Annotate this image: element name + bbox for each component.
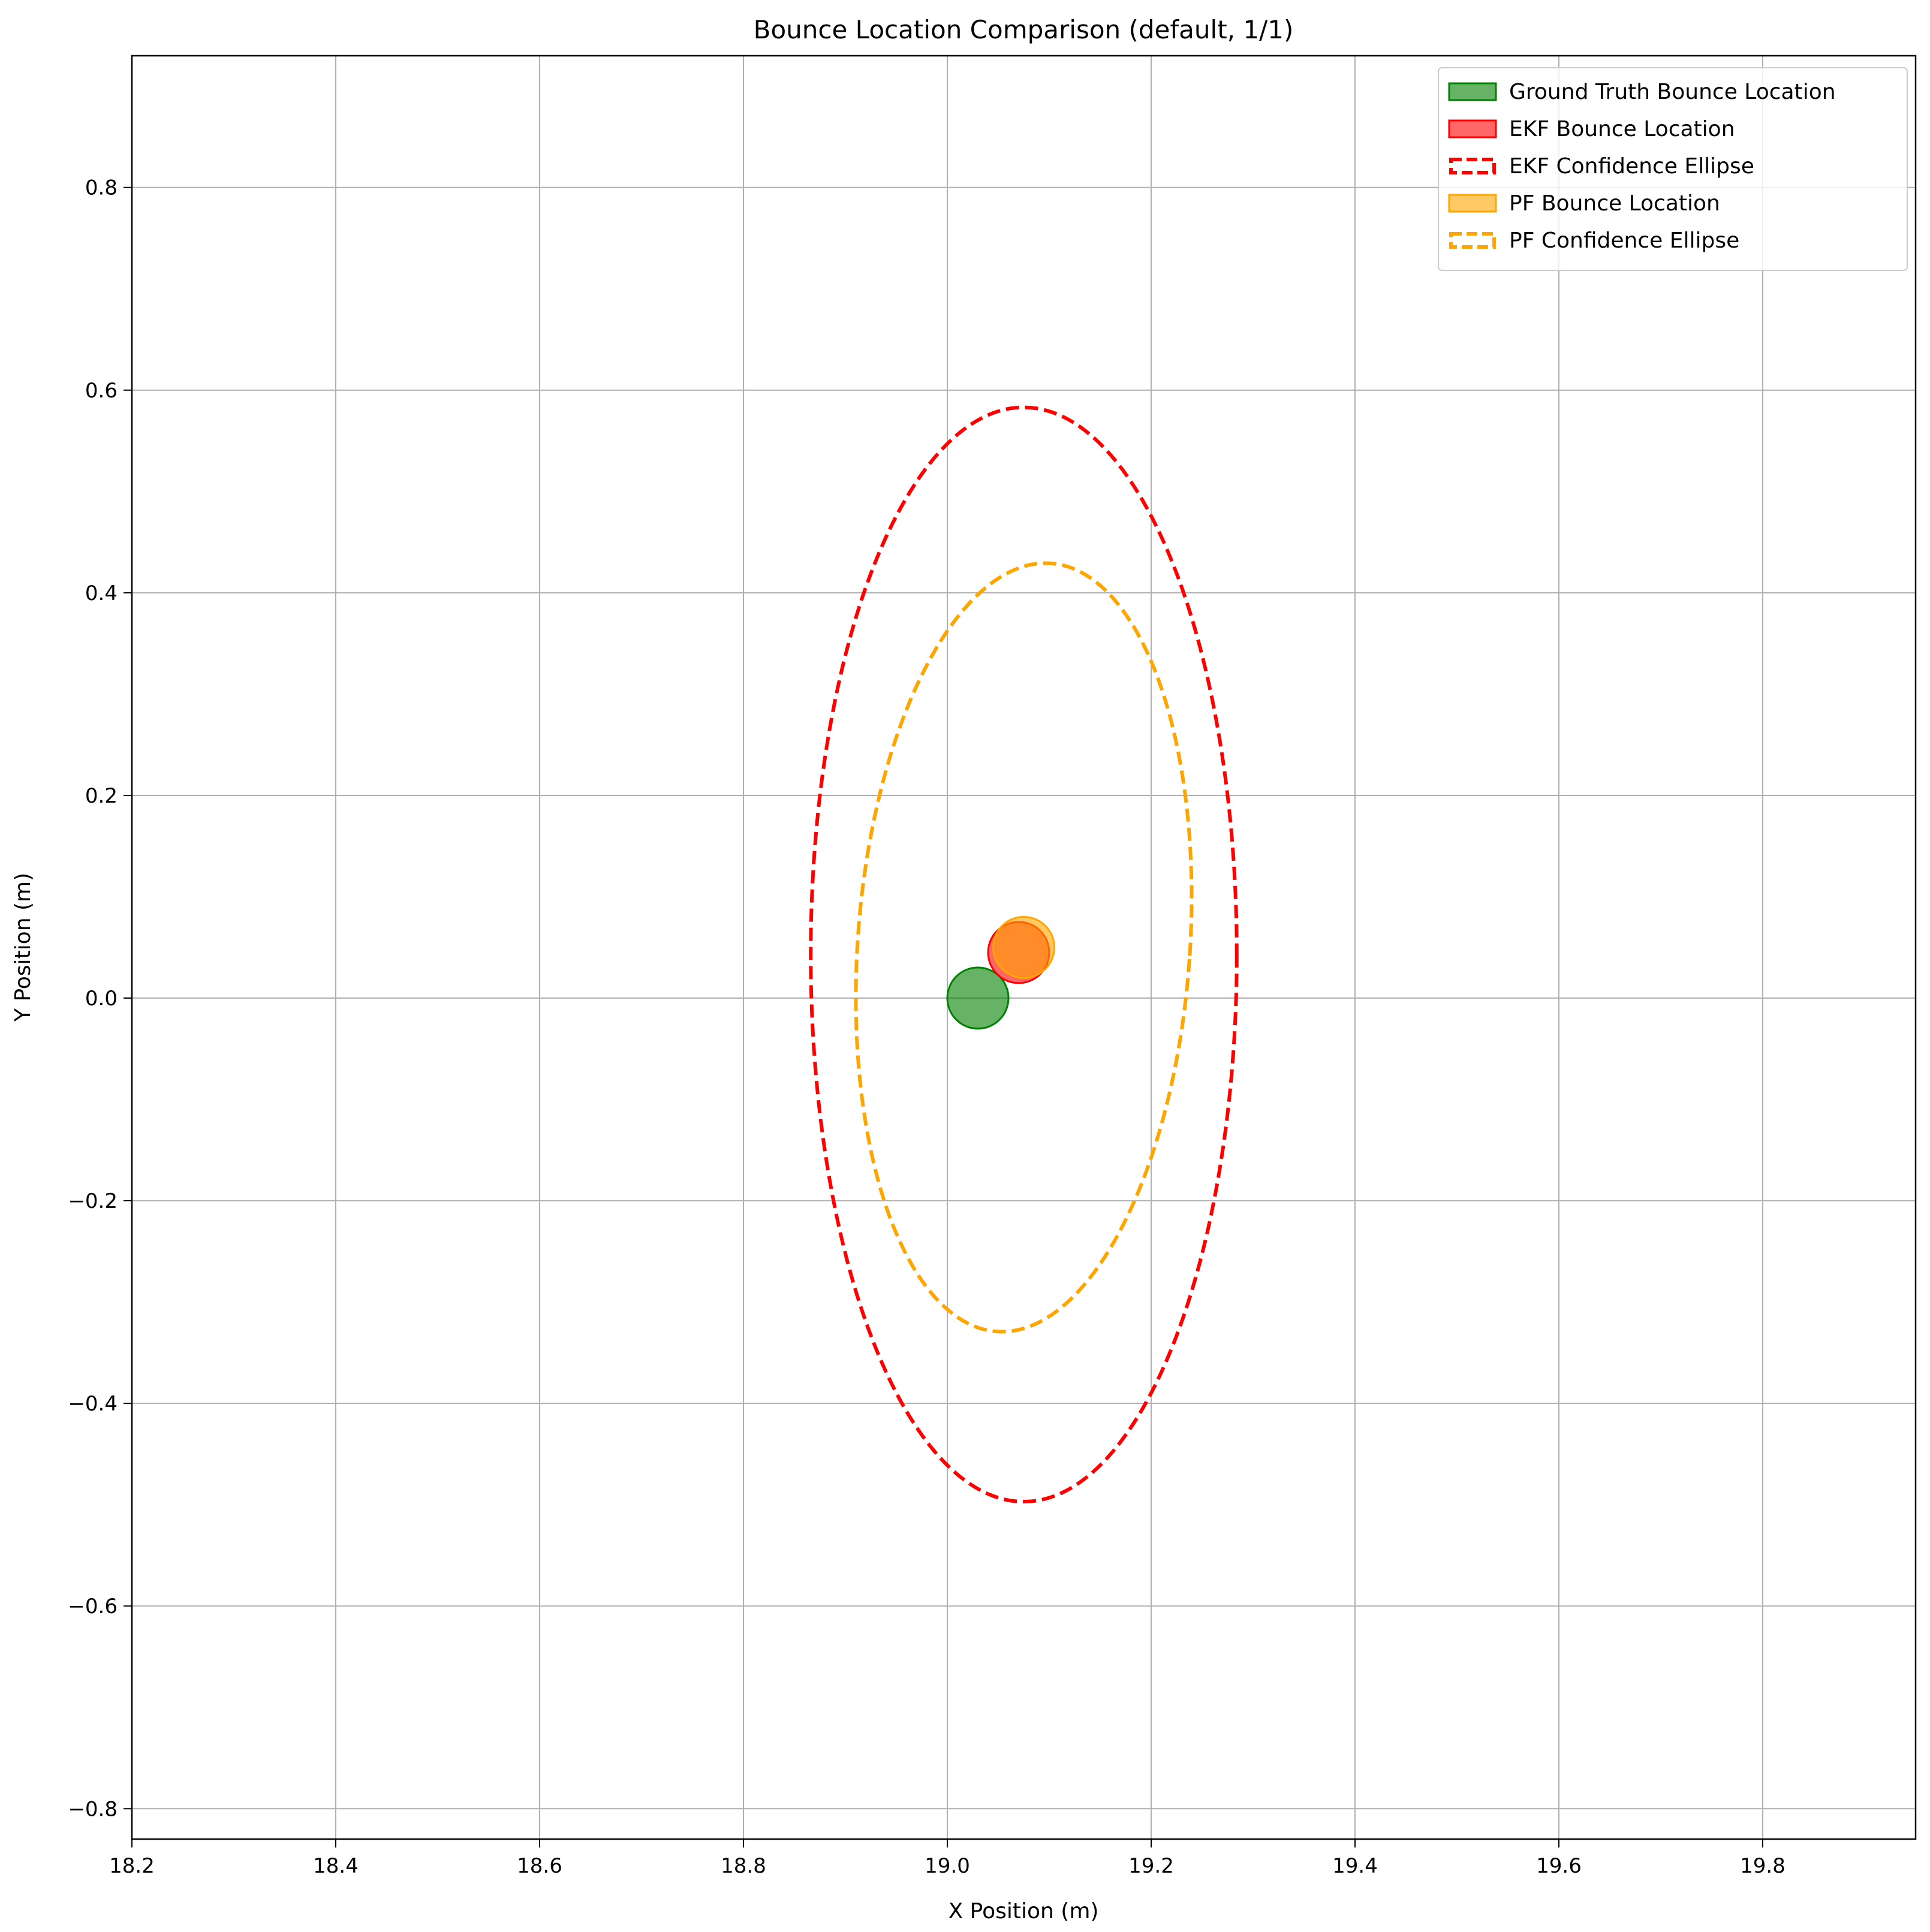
legend-swatch: [1449, 158, 1496, 174]
y-tick-label: −0.8: [68, 1797, 118, 1821]
legend-box: [1438, 67, 1908, 271]
ground-truth-bounce-point: [946, 966, 1010, 1030]
ekf-confidence-ellipse: [809, 405, 1239, 1504]
legend-label: Ground Truth Bounce Location: [1509, 80, 1836, 104]
y-tick-label: −0.4: [68, 1392, 118, 1416]
chart-title: Bounce Location Comparison (default, 1/1…: [754, 15, 1294, 44]
y-tick-label: −0.6: [68, 1595, 118, 1618]
y-tick-label: 0.2: [85, 784, 118, 808]
legend-label: PF Bounce Location: [1509, 191, 1720, 216]
legend: Ground Truth Bounce Location EKF Bounce L…: [1438, 67, 1908, 271]
x-tick-label: 19.0: [925, 1854, 970, 1878]
axes-frame: [131, 55, 1917, 1840]
legend-swatch: [1448, 194, 1497, 213]
legend-swatch: [1448, 119, 1497, 138]
x-tick-label: 19.6: [1536, 1854, 1582, 1878]
x-tick-label: 18.2: [109, 1854, 155, 1878]
grid: [131, 56, 1916, 1839]
x-tick-label: 19.8: [1740, 1854, 1786, 1878]
pf-bounce-point: [992, 916, 1055, 979]
legend-swatch: [1449, 232, 1496, 249]
legend-label: EKF Confidence Ellipse: [1509, 154, 1754, 179]
x-tick-label: 18.4: [313, 1854, 359, 1878]
y-axis-label: Y Position (m): [11, 873, 35, 1022]
y-tick-label: 0.0: [85, 987, 118, 1011]
legend-label: PF Confidence Ellipse: [1509, 228, 1739, 253]
x-tick-label: 19.2: [1128, 1854, 1174, 1878]
y-tick-label: 0.4: [85, 581, 118, 605]
axis-ticks: 18.2 18.4 18.6 18.8 19.0 19.2 19.4 19.6 19.8 0.8 0…: [68, 176, 1785, 1878]
y-tick-label: −0.2: [68, 1189, 118, 1213]
y-tick-label: 0.6: [85, 379, 118, 403]
legend-label: EKF Bounce Location: [1509, 117, 1735, 141]
x-axis-label: X Position (m): [949, 1899, 1099, 1924]
x-tick-label: 18.6: [517, 1854, 562, 1878]
legend-swatch: [1448, 82, 1497, 101]
x-tick-label: 18.8: [721, 1854, 766, 1878]
y-tick-label: 0.8: [85, 176, 118, 200]
x-tick-label: 19.4: [1332, 1854, 1378, 1878]
plot-area: [809, 405, 1239, 1504]
pf-confidence-ellipse: [854, 561, 1194, 1334]
